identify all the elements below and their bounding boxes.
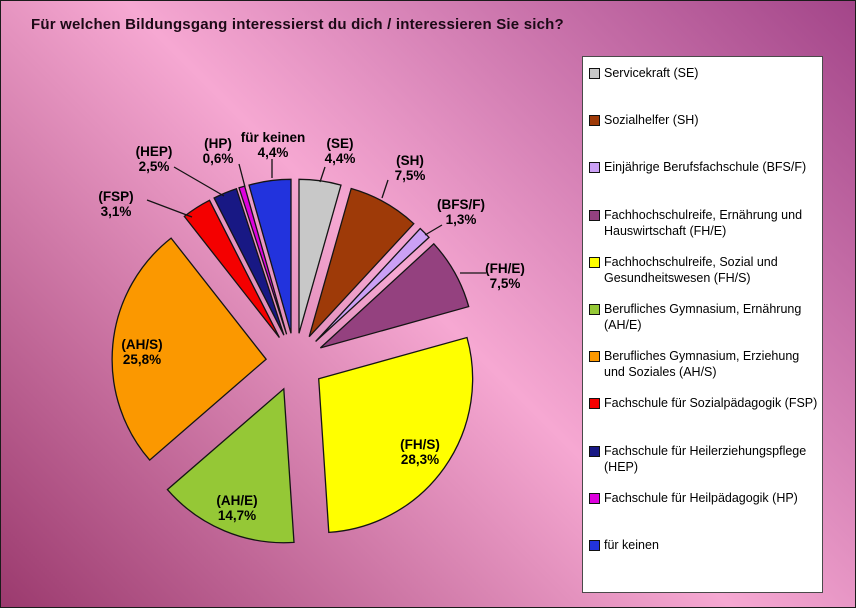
pie-slice-fsp[interactable]: [183, 199, 280, 339]
slice-label-bfsf-percent: 1,3%: [446, 212, 477, 227]
slice-label-hp-name: (HP): [204, 136, 232, 151]
slice-label-fhe-name: (FH/E): [485, 261, 525, 276]
pie-slice-sh[interactable]: [308, 187, 415, 338]
legend-color-swatch: [589, 68, 600, 79]
legend-color-swatch: [589, 492, 600, 504]
pie-slice-keinen[interactable]: [248, 178, 292, 334]
chart-title: Für welchen Bildungsgang interessierst d…: [31, 16, 564, 33]
leader-line-fsp: [146, 199, 193, 218]
legend-item-fsp[interactable]: Fachschule für Sozialpädagogik (FSP): [589, 395, 818, 442]
leader-line-sh: [381, 179, 389, 199]
pie-slice-ahe[interactable]: [166, 387, 295, 544]
pie-slice-bfsf[interactable]: [315, 227, 430, 342]
legend: Servicekraft (SE) Sozialhelfer (SH) Einjäh…: [582, 56, 823, 593]
legend-item-label: für keinen: [604, 537, 659, 552]
legend-item-label: Sozialhelfer (SH): [604, 113, 699, 128]
legend-item-hep[interactable]: Fachschule für Heilerziehungspflege (HEP…: [589, 443, 818, 490]
legend-item-ahe[interactable]: Berufliches Gymnasium, Ernährung (AH/E): [589, 301, 818, 348]
legend-item-label: Fachhochschulreife, Ernährung und Hauswi…: [604, 207, 803, 238]
legend-item-label: Fachschule für Sozialpädagogik (FSP): [604, 396, 818, 411]
pie-slice-fhs[interactable]: [318, 336, 474, 534]
legend-color-swatch: [589, 256, 600, 268]
legend-color-swatch: [589, 162, 600, 174]
legend-color-swatch: [589, 539, 600, 551]
slice-label-ahe-name: (AH/E): [216, 493, 257, 508]
legend-item-label: Einjährige Berufsfachschule (BFS/F): [604, 160, 807, 175]
legend-item-label: Fachschule für Heilpädagogik (HP): [604, 490, 798, 505]
legend-color-swatch: [589, 115, 600, 127]
slice-label-hep-name: (HEP): [136, 144, 173, 159]
legend-item-hp[interactable]: Fachschule für Heilpädagogik (HP): [589, 490, 818, 537]
legend-color-swatch: [589, 209, 600, 221]
legend-item-label: Berufliches Gymnasium, Erziehung und Soz…: [604, 349, 800, 380]
legend-item-label: Fachschule für Heilerziehungspflege (HEP…: [604, 443, 807, 474]
legend-item-ahs[interactable]: Berufliches Gymnasium, Erziehung und Soz…: [589, 348, 818, 395]
slice-label-bfsf-name: (BFS/F): [437, 197, 485, 212]
slice-label-keinen-percent: 4,4%: [258, 145, 289, 160]
pie-slice-ahs[interactable]: [111, 237, 267, 462]
legend-item-fhe[interactable]: Fachhochschulreife, Ernährung und Hauswi…: [589, 207, 818, 254]
slice-label-fhs-percent: 28,3%: [401, 452, 439, 467]
slice-label-ahs-percent: 25,8%: [123, 352, 161, 367]
leader-line-bfsf: [424, 224, 443, 236]
legend-item-label: Servicekraft (SE): [604, 66, 699, 80]
legend-item-bfsf[interactable]: Einjährige Berufsfachschule (BFS/F): [589, 159, 818, 206]
slice-label-hep-percent: 2,5%: [139, 159, 170, 174]
slice-label-sh-name: (SH): [396, 153, 424, 168]
leader-line-hp: [238, 163, 246, 188]
pie-slice-hep[interactable]: [213, 187, 285, 336]
slice-label-fhe-percent: 7,5%: [490, 276, 521, 291]
legend-item-label: Fachhochschulreife, Sozial und Gesundhei…: [604, 254, 778, 285]
legend-item-fhs[interactable]: Fachhochschulreife, Sozial und Gesundhei…: [589, 254, 818, 301]
slice-label-se-percent: 4,4%: [325, 151, 356, 166]
legend-item-keinen[interactable]: für keinen: [589, 537, 818, 584]
legend-color-swatch: [589, 351, 600, 363]
legend-color-swatch: [589, 445, 600, 457]
slice-label-keinen-name: für keinen: [241, 130, 306, 145]
legend-color-swatch: [589, 303, 600, 315]
pie-slice-fhe[interactable]: [319, 242, 470, 349]
slice-label-fhs-name: (FH/S): [400, 437, 440, 452]
leader-line-hep: [173, 166, 225, 197]
leader-line-se: [319, 166, 326, 183]
slice-label-fsp-percent: 3,1%: [101, 204, 132, 219]
legend-item-sh[interactable]: Sozialhelfer (SH): [589, 112, 818, 159]
legend-item-se[interactable]: Servicekraft (SE): [589, 65, 818, 112]
slice-label-hp-percent: 0,6%: [203, 151, 234, 166]
slice-label-se-name: (SE): [327, 136, 354, 151]
legend-color-swatch: [589, 398, 600, 410]
slice-label-ahs-name: (AH/S): [121, 337, 162, 352]
legend-item-label: Berufliches Gymnasium, Ernährung (AH/E): [604, 301, 802, 332]
slice-label-fsp-name: (FSP): [98, 189, 133, 204]
slice-label-sh-percent: 7,5%: [395, 168, 426, 183]
slice-label-ahe-percent: 14,7%: [218, 508, 256, 523]
